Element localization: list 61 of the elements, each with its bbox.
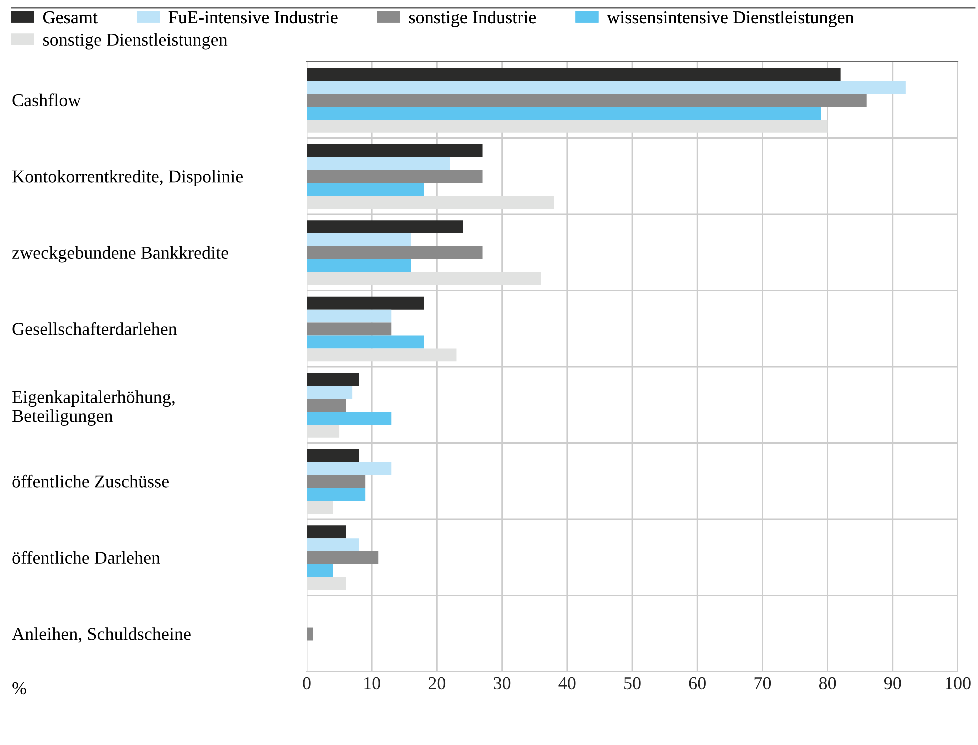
bar [307,220,464,234]
x-tick-label: 10 [364,677,380,690]
bar [307,106,822,120]
bar [307,475,366,488]
bar [307,348,457,362]
x-tick-label: 90 [884,677,902,690]
x-tick-label: 60 [689,677,706,690]
text: % [12,682,26,695]
x-tick-label: 100 [946,677,971,690]
legend-label: sonstige Dienstleistungen [44,33,228,50]
bar [307,81,906,94]
bar [307,246,483,260]
bar [307,336,424,349]
bar [307,373,360,386]
x-tick-label: 50 [624,677,641,690]
y-tick-label: Eigenkapitalerhöhung, Beteiligungen [12,390,175,426]
x-tick-label: 80 [819,677,836,690]
bar [307,183,424,196]
bar [307,196,554,210]
bar [307,322,392,336]
bar [307,488,366,502]
bar [307,538,360,552]
legend-label: FuE-intensive Industrie [168,10,338,24]
bar [307,501,334,514]
bar [307,120,828,133]
y-tick-label: Cashflow [12,94,82,107]
y-tick-label: öffentliche Zuschüsse [12,474,169,488]
bar [307,552,379,564]
y-tick-label: Gesellschafterdarlehen [12,322,178,336]
bar [307,144,483,158]
bar [307,310,392,323]
x-tick-label: 0 [303,677,311,690]
legend-label: Gesamt [44,12,98,24]
bar [307,526,346,539]
bar [307,577,346,590]
bar [307,412,392,425]
legend-label: sonstige Industrie [410,10,536,28]
x-tick-label: 40 [558,677,576,690]
bar [307,399,346,412]
y-tick-label: Anleihen, Schuldscheine [12,628,191,643]
bar [307,157,450,170]
bar [307,462,392,476]
legend-label: wissensintensive Dienstleistungen [607,10,854,28]
x-tick-label: 70 [754,677,772,690]
y-tick-label: öffentliche Darlehen [12,551,160,564]
bar [307,628,314,641]
bar [307,170,483,184]
bar [307,296,424,310]
bar [307,234,412,247]
bar [307,386,353,400]
x-tick-label: 30 [494,677,511,690]
y-tick-label: Kontokorrentkredite, Dispolinie [12,170,244,186]
bar [307,272,542,286]
bar [307,449,360,462]
y-tick-label: zweckgebundene Bankkredite [12,246,228,263]
bar [307,564,334,578]
bar [307,68,841,82]
bar [307,424,340,438]
bar [307,259,412,272]
x-tick-label: 20 [428,677,446,690]
bar [307,94,867,107]
